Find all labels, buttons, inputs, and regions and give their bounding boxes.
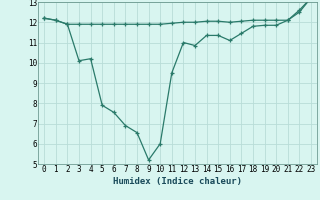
X-axis label: Humidex (Indice chaleur): Humidex (Indice chaleur)	[113, 177, 242, 186]
